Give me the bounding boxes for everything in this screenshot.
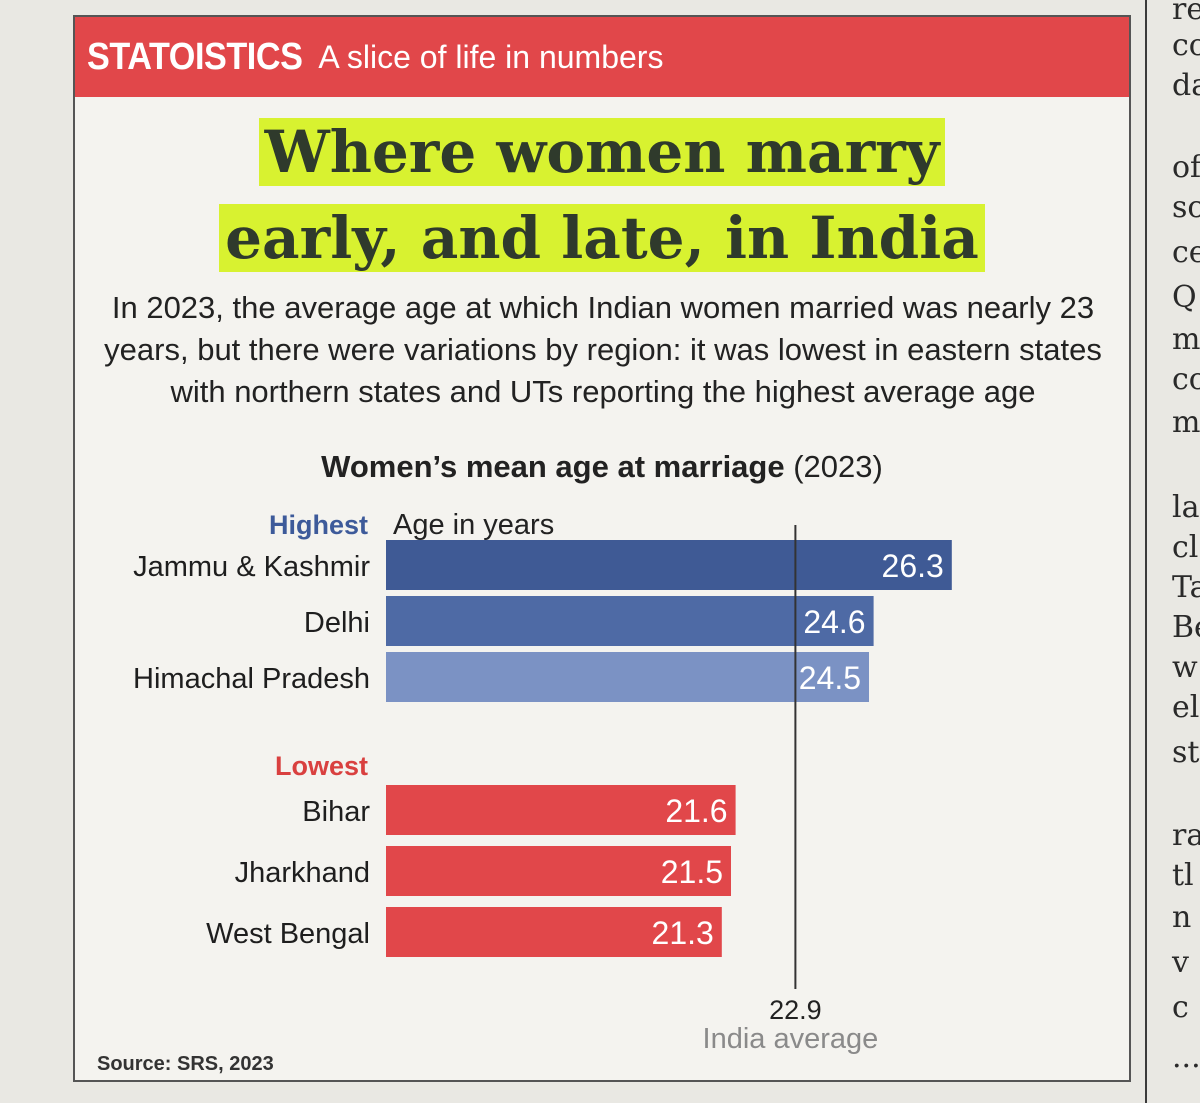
value-label: 26.3 bbox=[882, 548, 944, 584]
category-label: West Bengal bbox=[206, 918, 370, 950]
value-label: 21.5 bbox=[661, 854, 723, 890]
background-text-fragment: Q bbox=[1172, 280, 1197, 315]
background-text-fragment: co bbox=[1172, 362, 1200, 397]
banner-tagline: A slice of life in numbers bbox=[318, 38, 664, 75]
headline-line-1: Where women marry bbox=[258, 118, 946, 186]
category-label: Himachal Pradesh bbox=[133, 663, 370, 695]
category-label: Jammu & Kashmir bbox=[133, 551, 370, 583]
banner-logo: STATOISTICS bbox=[87, 35, 303, 78]
background-text-fragment: Ta bbox=[1172, 570, 1200, 605]
bar-chart: Highest Jammu & Kashmir 26.3 Delhi 24.6 Himac… bbox=[133, 509, 952, 1055]
background-text-fragment: st bbox=[1172, 735, 1200, 770]
group-label-highest: Highest bbox=[269, 510, 368, 540]
background-text-fragment: ... bbox=[1172, 1040, 1200, 1075]
headline-line-2: early, and late, in India bbox=[219, 204, 985, 272]
headline: Where women marry early, and late, in In… bbox=[75, 109, 1129, 281]
background-text-fragment: la bbox=[1172, 490, 1200, 525]
category-label: Bihar bbox=[302, 796, 370, 828]
background-text-fragment: sc bbox=[1172, 190, 1200, 225]
background-text-fragment: w bbox=[1172, 650, 1198, 685]
intro-text: In 2023, the average age at which Indian… bbox=[104, 290, 1102, 409]
value-label: 21.6 bbox=[665, 793, 727, 829]
category-label: Delhi bbox=[304, 607, 370, 639]
source-note: Source: SRS, 2023 bbox=[97, 1053, 274, 1075]
india-average-value: 22.9 bbox=[769, 995, 822, 1025]
bar-delhi bbox=[386, 596, 874, 646]
background-text-fragment: da bbox=[1172, 68, 1200, 103]
background-text-fragment: Be bbox=[1172, 610, 1200, 645]
column-rule bbox=[1145, 0, 1147, 1103]
value-label: 24.6 bbox=[803, 604, 865, 640]
axis-unit-label: Age in years bbox=[393, 509, 554, 541]
bar-west-bengal bbox=[386, 907, 722, 957]
bar-jharkhand bbox=[386, 846, 731, 896]
background-text-fragment: re bbox=[1172, 0, 1200, 27]
background-text-fragment: c bbox=[1172, 990, 1189, 1025]
background-text-fragment: el bbox=[1172, 690, 1200, 725]
chart-title-bold: Women’s mean age at marriage bbox=[321, 449, 785, 484]
value-label: 24.5 bbox=[799, 660, 861, 696]
background-text-fragment: co bbox=[1172, 28, 1200, 63]
chart-title: Women’s mean age at marriage (2023) bbox=[75, 449, 1129, 485]
background-text-fragment: ce bbox=[1172, 235, 1200, 270]
statoistics-panel: STATOISTICS A slice of life in numbers W… bbox=[73, 15, 1131, 1082]
bar-jammu-kashmir bbox=[386, 540, 952, 590]
background-text-fragment: m bbox=[1172, 322, 1200, 357]
bar-bihar bbox=[386, 785, 736, 835]
banner: STATOISTICS A slice of life in numbers bbox=[75, 17, 1129, 97]
category-label: Jharkhand bbox=[235, 857, 370, 889]
bar-himachal-pradesh bbox=[386, 652, 869, 702]
background-text-fragment: tl bbox=[1172, 858, 1194, 893]
chart-title-year: (2023) bbox=[793, 449, 883, 484]
background-text-fragment: n bbox=[1172, 900, 1192, 935]
background-text-fragment: m bbox=[1172, 405, 1200, 440]
background-text-fragment: ra bbox=[1172, 818, 1200, 853]
background-text-fragment: of bbox=[1172, 150, 1200, 185]
background-text-fragment: v bbox=[1172, 945, 1189, 980]
value-label: 21.3 bbox=[652, 915, 714, 951]
background-text-fragment: cl bbox=[1172, 530, 1199, 565]
group-label-lowest: Lowest bbox=[275, 751, 368, 781]
india-average-label: India average bbox=[703, 1023, 879, 1055]
